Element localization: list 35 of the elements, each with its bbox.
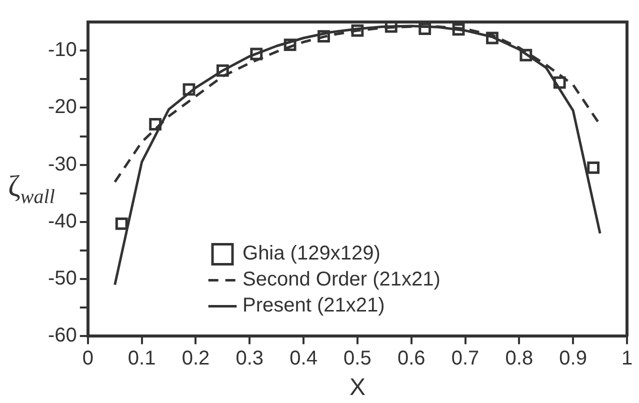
x-tick-label: 0.2 [182, 348, 210, 370]
y-tick-label: -20 [48, 96, 77, 118]
y-tick-label: -10 [48, 39, 77, 62]
legend-label: Present (21x21) [242, 294, 385, 317]
x-tick-label: 0.3 [236, 348, 264, 370]
point [149, 118, 162, 130]
y-tick-label: -40 [48, 210, 77, 232]
point [384, 22, 398, 33]
point [182, 83, 196, 96]
x-tick-label: 0.4 [290, 348, 318, 370]
y-tick-label: -60 [48, 324, 77, 347]
x-axis-title: X [349, 374, 366, 402]
legend-label: Ghia (129x129) [242, 242, 380, 265]
point [284, 38, 296, 52]
x-tick-label: 0.8 [505, 348, 534, 370]
point [452, 23, 465, 36]
point [553, 76, 566, 89]
y-tick-label: -50 [48, 268, 77, 290]
x-tick-label: 0 [82, 348, 94, 370]
point [351, 24, 364, 37]
point [318, 30, 330, 42]
x-tick-label: 0.6 [397, 348, 426, 370]
point [418, 22, 432, 36]
point [587, 161, 600, 174]
x-tick-label: 0.5 [344, 348, 372, 370]
point [486, 32, 498, 44]
x-tick-label: 0.7 [451, 348, 480, 370]
point [520, 48, 532, 62]
legend-label: Second Order (21x21) [242, 268, 440, 291]
point [250, 48, 263, 60]
x-tick-label: 1 [621, 348, 633, 370]
x-tick-label: 0.9 [559, 348, 587, 370]
point [216, 64, 229, 77]
x-tick-label: 0.1 [128, 348, 156, 370]
point [115, 217, 128, 230]
